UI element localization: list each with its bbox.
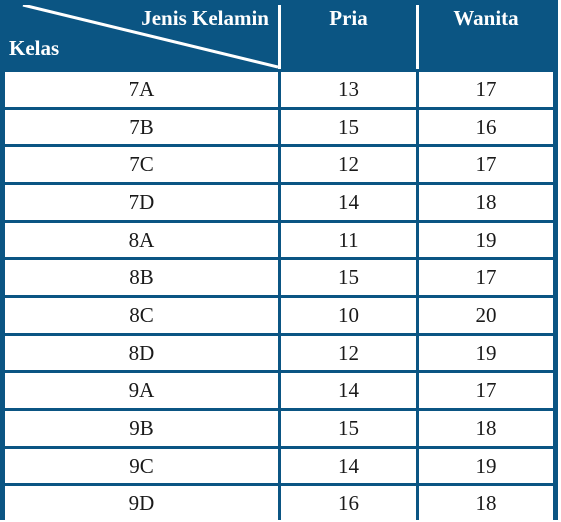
header-kelas: Kelas xyxy=(9,36,60,60)
cell-pria: 10 xyxy=(281,298,416,333)
cell-wanita: 18 xyxy=(419,185,553,220)
cell-pria: 16 xyxy=(281,486,416,521)
cell-wanita: 20 xyxy=(419,298,553,333)
cell-kelas: 7D xyxy=(5,185,278,220)
header-separator xyxy=(278,5,281,69)
cell-pria: 12 xyxy=(281,147,416,182)
cell-kelas: 9C xyxy=(5,449,278,483)
header-pria: Pria xyxy=(329,6,368,30)
cell-kelas: 8D xyxy=(5,336,278,370)
cell-wanita: 17 xyxy=(419,72,553,107)
cell-kelas: 9B xyxy=(5,411,278,446)
cell-wanita: 19 xyxy=(419,449,553,483)
cell-pria: 15 xyxy=(281,110,416,144)
cell-wanita: 19 xyxy=(419,336,553,370)
cell-wanita: 16 xyxy=(419,110,553,144)
cell-kelas: 7B xyxy=(5,110,278,144)
cell-pria: 13 xyxy=(281,72,416,107)
cell-kelas: 9A xyxy=(5,373,278,408)
cell-pria: 15 xyxy=(281,260,416,295)
cell-kelas: 7A xyxy=(5,72,278,107)
header-wanita: Wanita xyxy=(453,6,519,30)
cell-pria: 11 xyxy=(281,223,416,257)
cell-kelas: 9D xyxy=(5,486,278,521)
cell-pria: 15 xyxy=(281,411,416,446)
cell-wanita: 18 xyxy=(419,411,553,446)
cell-wanita: 17 xyxy=(419,373,553,408)
cell-kelas: 8C xyxy=(5,298,278,333)
header-separator xyxy=(416,5,419,69)
cell-wanita: 18 xyxy=(419,486,553,521)
cell-kelas: 8A xyxy=(5,223,278,257)
header-jenis-kelamin: Jenis Kelamin xyxy=(141,6,269,30)
cell-wanita: 17 xyxy=(419,147,553,182)
cell-kelas: 7C xyxy=(5,147,278,182)
cell-pria: 14 xyxy=(281,449,416,483)
cell-pria: 14 xyxy=(281,373,416,408)
cell-wanita: 17 xyxy=(419,260,553,295)
cell-pria: 14 xyxy=(281,185,416,220)
cell-kelas: 8B xyxy=(5,260,278,295)
cell-pria: 12 xyxy=(281,336,416,370)
cell-wanita: 19 xyxy=(419,223,553,257)
